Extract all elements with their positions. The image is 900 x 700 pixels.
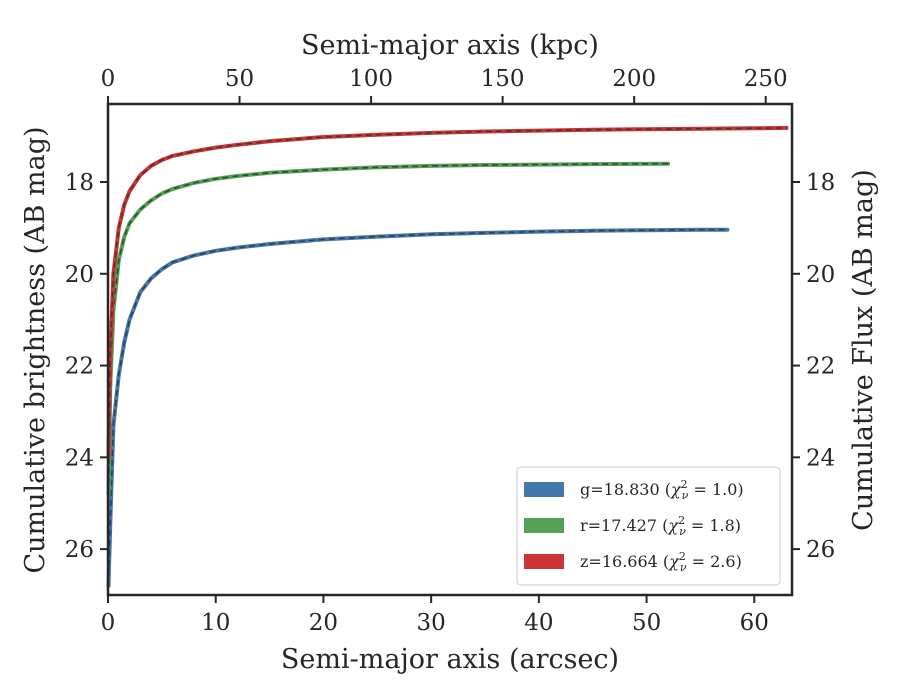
legend: g=18.830 (χ2 ν = 1.0) r=17.427 (χ2 ν = 1.8)…: [516, 466, 781, 586]
legend-label-2: z=16.664 (χ2 ν = 2.6): [580, 550, 742, 574]
series-model-line-1: [107, 162, 669, 495]
y2-tick-label: 20: [806, 262, 835, 288]
y2-tick-label: 22: [806, 354, 835, 380]
x-tick-label: 50: [632, 610, 661, 636]
legend-swatch-0: [524, 482, 564, 497]
x-tick-label: 10: [201, 610, 230, 636]
y-tick-label: 20: [65, 262, 94, 288]
x2-tick-label: 150: [481, 66, 525, 92]
axes: [106, 102, 794, 597]
legend-label-1: r=17.427 (χ2 ν = 1.8): [580, 514, 741, 538]
plot-lines: [106, 125, 789, 588]
x2-tick-label: 50: [225, 66, 254, 92]
x-tick-label: 0: [101, 610, 116, 636]
legend-swatch-1: [524, 518, 564, 533]
x2-tick-label: 250: [744, 66, 788, 92]
y2-tick-label: 26: [806, 537, 835, 563]
x-tick-label: 30: [417, 610, 446, 636]
y-tick-label: 26: [65, 537, 94, 563]
y-axis-label: Cumulative brightness (AB mag): [20, 126, 51, 573]
x-tick-label: 20: [309, 610, 338, 636]
x-tick-label: 60: [740, 610, 769, 636]
legend-swatch-2: [524, 554, 564, 569]
x2-axis-label: Semi-major axis (kpc): [301, 30, 599, 61]
series-line-2: [106, 125, 789, 460]
series-model-line-0: [107, 228, 728, 586]
x2-tick-label: 0: [101, 66, 116, 92]
legend-label-0: g=18.830 (χ2 ν = 1.0): [580, 478, 744, 502]
x-axis-label: Semi-major axis (arcsec): [281, 644, 619, 675]
ticks: 0 10 20 30 40 50 60 0 50 100 150 200 250 18 18 20 20 22 22…: [65, 66, 836, 636]
plot-frame: [106, 102, 794, 597]
series-model-line-2: [107, 127, 787, 458]
legend-frame: [516, 466, 781, 586]
y-tick-label: 24: [65, 445, 94, 471]
x2-tick-label: 100: [349, 66, 393, 92]
y2-tick-label: 24: [806, 445, 835, 471]
y-tick-label: 22: [65, 354, 94, 380]
series-line-1: [106, 161, 671, 496]
y2-axis-label: Cumulative Flux (AB mag): [848, 169, 879, 531]
y-tick-label: 18: [65, 170, 94, 196]
y2-tick-label: 18: [806, 170, 835, 196]
x-tick-label: 40: [524, 610, 553, 636]
x2-tick-label: 200: [612, 66, 656, 92]
